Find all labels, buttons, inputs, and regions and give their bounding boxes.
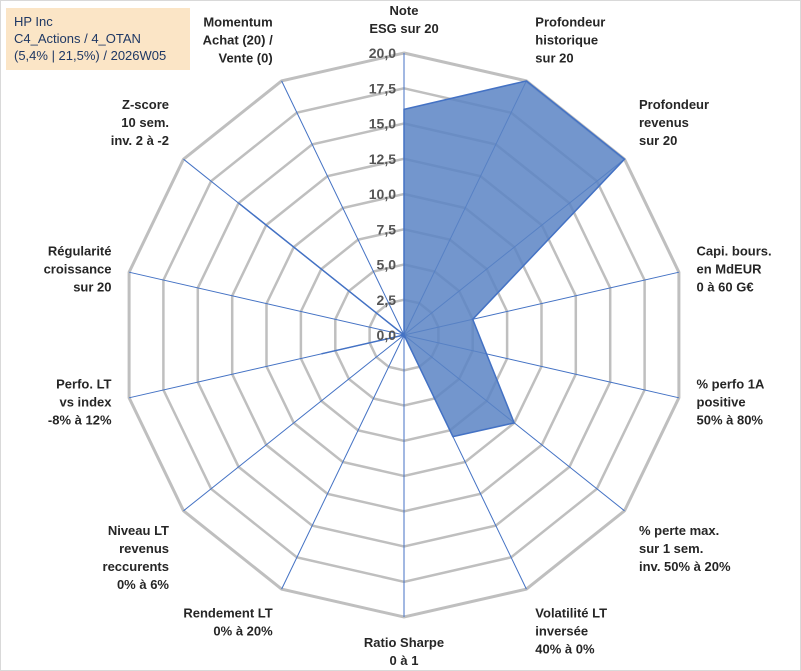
axis-label-line: Volatilité LT [535,606,607,621]
axis-spoke [128,271,405,336]
axis-label-line: 50% à 80% [697,412,764,427]
axis-label-line: 40% à 0% [535,642,595,657]
info-line-period: (5,4% | 21,5%) / 2026W05 [14,48,167,63]
tick-label: 7,5 [377,221,397,237]
axis-label-line: Vente (0) [219,51,273,66]
series-area [238,80,626,438]
axis-label: Perfo. LT vs index -8% à 12% [48,376,112,427]
axis-label-line: % perfo 1A [697,376,766,391]
axis-label-line: Niveau LT [108,523,169,538]
axis-label-line: ESG sur 20 [369,21,438,36]
axis-label-line: inv. 2 à -2 [111,133,169,148]
axis-label-line: % perte max. [639,523,719,538]
axis-label-line: Rendement LT [183,606,272,621]
axis-label-line: revenus [119,541,169,556]
axis-label-line: revenus [639,115,689,130]
axis-label-line: 0% à 6% [117,577,169,592]
axis-label: Niveau LT revenus reccurents 0% à 6% [103,523,170,592]
axis-label-line: sur 20 [639,133,677,148]
axis-label: Momentum Achat (20) / Vente (0) [203,15,273,66]
tick-label: 10,0 [369,186,396,202]
axis-label-line: positive [697,394,746,409]
axis-label-line: Z-score [122,97,169,112]
axis-label: % perfo 1A positive 50% à 80% [697,376,766,427]
info-line-category: C4_Actions / 4_OTAN [14,31,141,46]
axis-spoke [281,334,405,590]
axis-label-line: croissance [44,262,112,277]
axis-label-line: Note [390,3,419,18]
axis-label-line: -8% à 12% [48,412,112,427]
tick-label: 15,0 [369,116,396,132]
tick-label: 2,5 [377,292,397,308]
axis-label-line: 10 sem. [121,115,169,130]
axis-label: Profondeur historique sur 20 [535,15,605,66]
axis-label-line: en MdEUR [697,262,763,277]
axis-label-line: Profondeur [535,15,605,30]
tick-label: 0,0 [377,327,397,343]
axis-label-line: Ratio Sharpe [364,635,444,650]
axis-spoke [183,334,405,512]
axis-label-line: Capi. bours. [697,244,772,259]
axis-label: Z-score 10 sem. inv. 2 à -2 [111,97,169,148]
radar-series [238,80,626,438]
axis-label-line: Régularité [48,244,112,259]
tick-label: 17,5 [369,80,396,96]
radar-tick-labels: 0,0 2,5 5,0 7,5 10,0 12,5 15,0 17,5 20,0 [369,45,396,343]
axis-label-line: sur 20 [535,51,573,66]
axis-label-line: vs index [59,394,112,409]
axis-label-line: inversée [535,624,588,639]
axis-label-line: inv. 50% à 20% [639,559,731,574]
axis-label-line: 0% à 20% [213,624,273,639]
axis-label-line: Momentum [203,15,272,30]
axis-label: Ratio Sharpe 0 à 1 [364,635,444,668]
axis-label: Profondeur revenus sur 20 [639,97,709,148]
axis-label: Note ESG sur 20 [369,3,438,36]
axis-label-line: 0 à 1 [390,653,419,668]
tick-label: 5,0 [377,257,397,273]
axis-label-line: 0 à 60 G€ [697,280,754,295]
axis-label: % perte max. sur 1 sem. inv. 50% à 20% [639,523,731,574]
tick-label: 20,0 [369,45,396,61]
axis-label: Capi. bours. en MdEUR 0 à 60 G€ [697,244,772,295]
radar-axis-labels: Note ESG sur 20 Profondeur historique sur 20… [44,3,772,668]
axis-label-line: historique [535,33,598,48]
axis-label: Volatilité LT inversée 40% à 0% [535,606,607,657]
axis-spoke [281,80,405,336]
axis-label-line: Profondeur [639,97,709,112]
axis-label: Rendement LT 0% à 20% [183,606,273,639]
info-line-company: HP Inc [14,14,53,29]
axis-label-line: Perfo. LT [56,376,111,391]
axis-label-line: Achat (20) / [203,33,273,48]
axis-label-line: sur 1 sem. [639,541,703,556]
axis-label-line: sur 20 [73,280,111,295]
info-box: HP Inc C4_Actions / 4_OTAN (5,4% | 21,5%… [6,8,190,70]
axis-label: Régularité croissance sur 20 [44,244,112,295]
tick-label: 12,5 [369,151,396,167]
axis-label-line: reccurents [103,559,169,574]
